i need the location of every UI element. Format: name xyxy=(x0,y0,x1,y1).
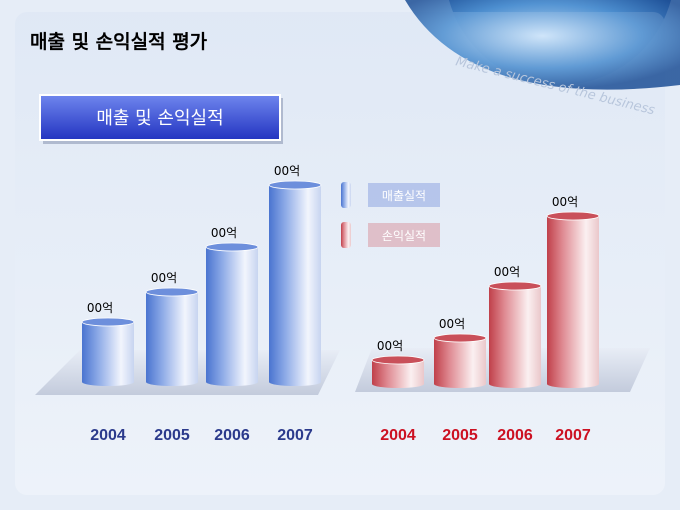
bar-label: 00억 xyxy=(274,164,300,178)
cylinder-cap xyxy=(145,287,199,297)
legend-box xyxy=(368,183,440,207)
section-box xyxy=(39,94,281,141)
year-label: 2005 xyxy=(442,427,478,444)
bar-label: 00억 xyxy=(552,195,578,209)
year-label: 2006 xyxy=(497,427,533,444)
cylinder xyxy=(434,338,486,388)
legend-label: 매출실적 xyxy=(382,189,426,203)
year-label: 2006 xyxy=(214,427,250,444)
year-label: 2007 xyxy=(555,427,591,444)
legend-label: 손익실적 xyxy=(382,229,426,243)
legend-icon xyxy=(341,222,351,248)
globe-arc xyxy=(405,0,680,90)
year-label: 2004 xyxy=(90,427,126,444)
cylinder xyxy=(372,360,424,388)
cylinder-cap xyxy=(546,211,600,221)
cylinder xyxy=(269,185,321,386)
title: 매출 및 손익실적 평가 xyxy=(30,31,208,53)
bar-label: 00억 xyxy=(211,226,237,240)
cylinder-cap xyxy=(81,317,135,327)
year-label: 2004 xyxy=(380,427,416,444)
legend-icon xyxy=(341,182,351,208)
year-label: 2007 xyxy=(277,427,313,444)
cylinder xyxy=(82,322,134,386)
cylinder-cap xyxy=(488,281,542,291)
legend-box xyxy=(368,223,440,247)
cylinder-cap xyxy=(268,180,322,190)
cylinder xyxy=(489,286,541,388)
bar-label: 00억 xyxy=(87,301,113,315)
bar-label: 00억 xyxy=(494,265,520,279)
bar-label: 00억 xyxy=(377,339,403,353)
cylinder-cap xyxy=(205,242,259,252)
cylinder xyxy=(146,292,198,386)
year-label: 2005 xyxy=(154,427,190,444)
section-label: 매출 및 손익실적 xyxy=(96,108,223,129)
bar-label: 00억 xyxy=(439,317,465,331)
cylinder xyxy=(206,247,258,386)
cylinder-cap xyxy=(371,355,425,365)
cylinder xyxy=(547,216,599,388)
bar-label: 00억 xyxy=(151,271,177,285)
cylinder-cap xyxy=(433,333,487,343)
